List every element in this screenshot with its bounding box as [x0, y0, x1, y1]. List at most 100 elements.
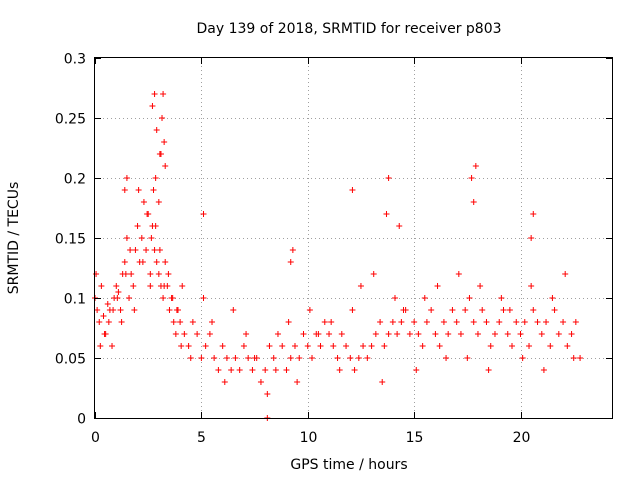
x-tick-label: 15 — [406, 430, 424, 446]
data-point — [317, 343, 324, 349]
data-point — [500, 307, 507, 313]
data-point — [143, 247, 150, 253]
data-point — [161, 139, 168, 145]
data-point — [462, 307, 469, 313]
data-point — [127, 247, 134, 253]
data-point — [328, 319, 335, 325]
data-point — [160, 295, 167, 301]
data-point — [152, 175, 159, 181]
data-point — [155, 271, 162, 277]
data-point — [270, 355, 277, 361]
y-tick-label: 0.25 — [55, 112, 86, 128]
data-point — [156, 247, 163, 253]
data-point — [177, 319, 184, 325]
data-point — [396, 223, 403, 229]
data-point — [202, 343, 209, 349]
data-point — [94, 307, 101, 313]
data-point — [283, 367, 290, 373]
data-point — [200, 295, 207, 301]
data-point — [564, 343, 571, 349]
data-point — [466, 295, 473, 301]
data-point — [400, 307, 407, 313]
data-point — [538, 331, 545, 337]
data-point — [449, 307, 456, 313]
data-point — [173, 307, 180, 313]
data-point — [377, 319, 384, 325]
data-point — [105, 319, 112, 325]
data-point — [187, 355, 194, 361]
data-point — [156, 151, 163, 157]
chart-title: Day 139 of 2018, SRMTID for receiver p80… — [196, 21, 501, 37]
data-point — [165, 271, 172, 277]
data-point — [411, 319, 418, 325]
data-point — [474, 331, 481, 337]
data-point — [264, 391, 271, 397]
data-point — [351, 367, 358, 373]
data-point — [296, 355, 303, 361]
data-point — [155, 199, 162, 205]
data-point — [513, 319, 520, 325]
data-point — [147, 283, 154, 289]
data-point — [262, 367, 269, 373]
data-point — [496, 319, 503, 325]
data-point — [161, 283, 168, 289]
data-point — [139, 259, 146, 265]
data-point — [140, 199, 147, 205]
data-point — [189, 319, 196, 325]
data-point — [272, 367, 279, 373]
data-point — [115, 289, 122, 295]
data-point — [285, 319, 292, 325]
data-point — [169, 295, 176, 301]
data-point — [440, 319, 447, 325]
data-point — [528, 235, 535, 241]
data-point — [530, 211, 537, 217]
data-point — [232, 355, 239, 361]
data-point — [577, 355, 584, 361]
data-point — [134, 223, 141, 229]
data-point — [209, 319, 216, 325]
data-point — [257, 379, 264, 385]
data-point — [121, 187, 128, 193]
data-point — [266, 343, 273, 349]
data-point — [123, 175, 130, 181]
data-point — [181, 331, 188, 337]
data-point — [519, 355, 526, 361]
data-point — [228, 367, 235, 373]
data-point — [97, 343, 104, 349]
data-point — [479, 307, 486, 313]
data-point — [135, 187, 142, 193]
data-point — [504, 331, 511, 337]
data-point — [194, 331, 201, 337]
data-point — [159, 115, 166, 121]
data-point — [491, 331, 498, 337]
data-point — [349, 187, 356, 193]
axis-ticks: 0 0.05 0.1 0.15 0.2 0.25 0.3 0 5 10 15 20 — [55, 52, 612, 446]
data-point — [289, 247, 296, 253]
data-point — [372, 331, 379, 337]
data-point — [291, 343, 298, 349]
data-point — [423, 319, 430, 325]
x-tick-label: 5 — [197, 430, 206, 446]
y-tick-label: 0.1 — [64, 292, 86, 308]
data-point — [389, 319, 396, 325]
data-point — [138, 235, 145, 241]
data-point — [132, 247, 139, 253]
data-point — [245, 355, 252, 361]
data-point — [472, 163, 479, 169]
data-point — [547, 343, 554, 349]
data-point — [162, 163, 169, 169]
data-point — [530, 307, 537, 313]
data-point — [230, 307, 237, 313]
data-point — [336, 367, 343, 373]
data-point — [470, 199, 477, 205]
data-point — [152, 223, 159, 229]
data-point — [368, 343, 375, 349]
data-point — [338, 331, 345, 337]
data-point — [343, 343, 350, 349]
data-point — [123, 235, 130, 241]
data-point — [151, 91, 158, 97]
data-point — [506, 307, 513, 313]
data-point — [413, 367, 420, 373]
data-point — [443, 355, 450, 361]
